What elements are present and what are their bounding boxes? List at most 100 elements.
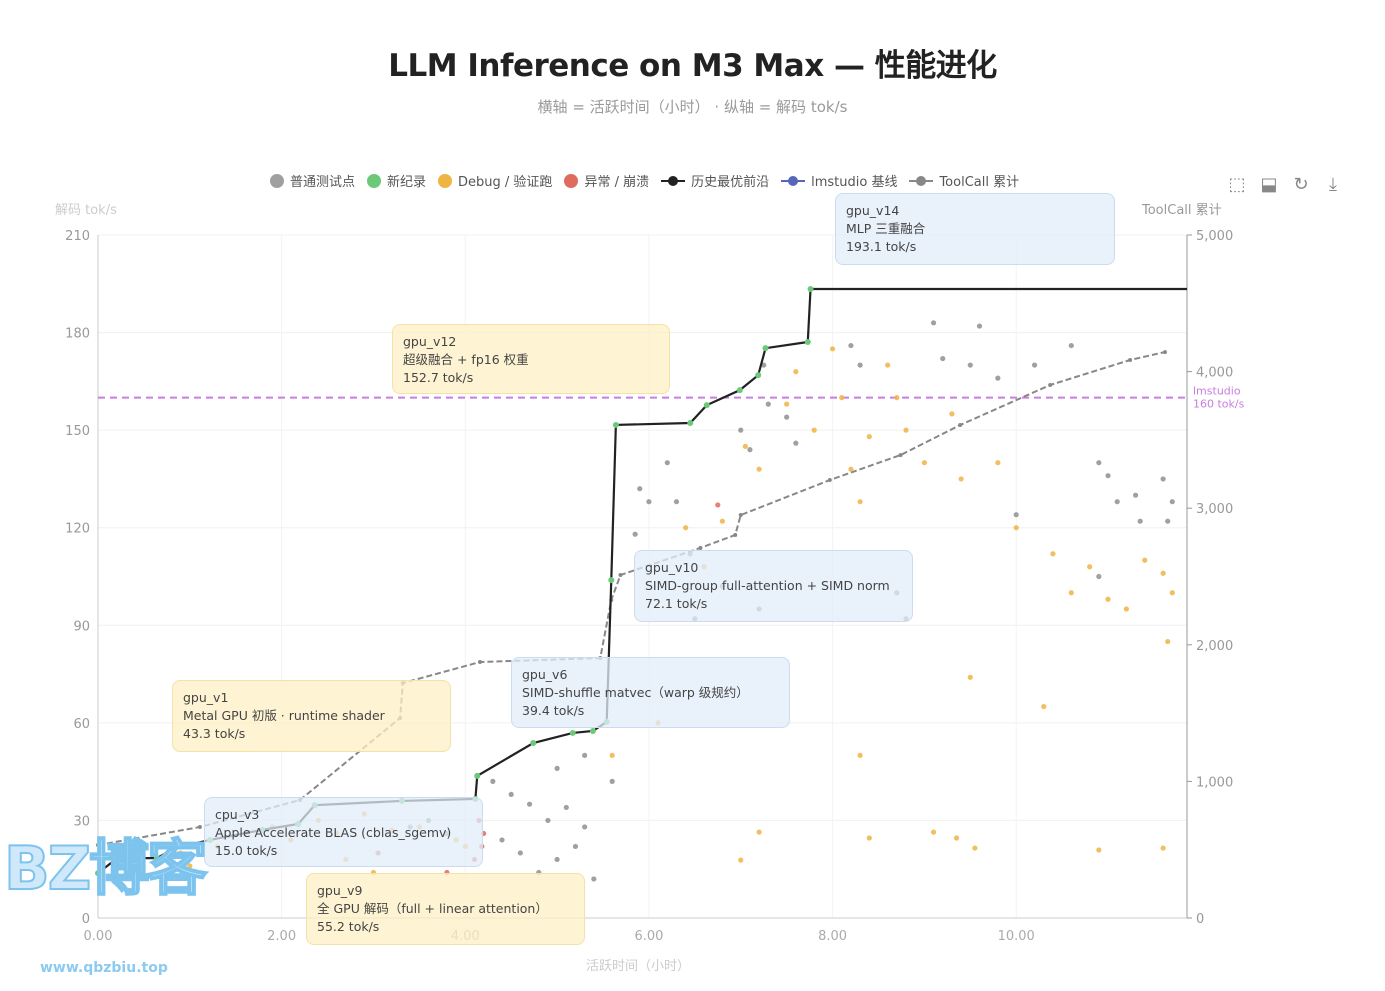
normal-point	[673, 499, 680, 505]
y-axis-title: 解码 tok/s	[55, 203, 117, 218]
legend-item-frontier[interactable]: 历史最优前沿	[661, 171, 769, 190]
normal-point	[857, 362, 863, 368]
y-tick-label: 150	[65, 424, 90, 439]
debug-point	[1013, 525, 1019, 531]
normal-point	[1165, 518, 1171, 524]
normal-point	[976, 323, 983, 329]
debug-point	[1165, 638, 1171, 645]
annotation-desc: SIMD-group full-attention + SIMD norm	[645, 578, 890, 593]
normal-point	[609, 778, 615, 785]
legend-line	[781, 174, 806, 188]
normal-point	[646, 499, 652, 505]
debug-point	[187, 863, 193, 869]
normal-point	[1137, 518, 1143, 524]
record-point	[703, 402, 710, 409]
debug-point	[784, 401, 790, 407]
normal-point	[747, 447, 753, 453]
error-point	[715, 502, 721, 508]
y2-tick-label: 4,000	[1196, 366, 1233, 381]
legend-item-lmstudio[interactable]: lmstudio 基线	[781, 171, 897, 190]
debug-point	[829, 346, 836, 352]
x-tick-label: 0.00	[84, 929, 113, 944]
normal-point	[637, 486, 643, 492]
normal-point	[499, 837, 505, 843]
debug-point	[930, 829, 937, 835]
annotation-name: gpu_v6	[522, 667, 568, 682]
normal-point	[848, 342, 854, 349]
normal-point	[1132, 492, 1139, 498]
annotation-gpu-v14: gpu_v14 MLP 三重融合 193.1 tok/s	[835, 193, 1115, 265]
y2-tick-label: 3,000	[1196, 502, 1233, 517]
annotation-value: 15.0 tok/s	[215, 843, 278, 858]
record-point	[608, 577, 615, 584]
normal-point	[554, 765, 560, 771]
restore-icon[interactable]: ↻	[1293, 174, 1309, 195]
annotation-gpu-v12: gpu_v12 超级融合 + fp16 权重 152.7 tok/s	[392, 324, 670, 394]
normal-point	[784, 414, 790, 420]
record-point	[612, 421, 619, 428]
legend-label: 异常 / 崩溃	[584, 175, 650, 190]
record-point	[687, 419, 694, 426]
legend-item-error[interactable]: 异常 / 崩溃	[564, 171, 649, 190]
record-point	[807, 285, 814, 292]
legend-dot	[564, 173, 579, 188]
x-tick-label: 8.00	[818, 929, 847, 944]
legend: 普通测试点 新纪录 Debug / 验证跑 异常 / 崩溃 历史最优前沿 lms…	[270, 171, 1019, 190]
legend-item-toolcall[interactable]: ToolCall 累计	[909, 171, 1019, 190]
debug-point	[1050, 551, 1056, 557]
toolcall-point	[1048, 382, 1053, 387]
x-tick-label: 6.00	[634, 929, 663, 944]
normal-point	[793, 440, 799, 446]
annotation-name: gpu_v10	[645, 560, 699, 575]
normal-point	[664, 460, 670, 466]
debug-point	[178, 850, 184, 856]
debug-point	[921, 460, 927, 466]
legend-label: lmstudio 基线	[811, 175, 898, 190]
debug-point	[967, 674, 973, 680]
toolcall-point	[197, 825, 202, 830]
annotation-gpu-v10: gpu_v10 SIMD-group full-attention + SIMD …	[634, 550, 913, 622]
y-tick-label: 210	[65, 229, 90, 244]
annotation-value: 43.3 tok/s	[183, 726, 246, 741]
annotation-value: 72.1 tok/s	[645, 596, 708, 611]
baseline-label: lmstudio	[1193, 385, 1241, 398]
legend-dot	[438, 173, 453, 188]
y-tick-label: 30	[73, 814, 90, 829]
annotation-desc: SIMD-shuffle matvec（warp 级规约）	[522, 685, 749, 700]
save-image-icon[interactable]: ⤓	[1329, 174, 1337, 195]
legend-item-debug[interactable]: Debug / 验证跑	[438, 171, 552, 190]
record-point	[172, 845, 179, 852]
annotation-name: cpu_v3	[215, 807, 260, 822]
y2-tick-label: 5,000	[1196, 229, 1233, 244]
debug-point	[866, 835, 872, 841]
legend-item-record[interactable]: 新纪录	[367, 171, 426, 190]
y2-tick-label: 2,000	[1196, 639, 1233, 654]
annotation-desc: 超级融合 + fp16 权重	[403, 352, 529, 367]
debug-point	[1160, 570, 1166, 576]
normal-point	[1031, 362, 1038, 368]
normal-point	[582, 824, 588, 830]
debug-point	[894, 395, 900, 401]
debug-point	[1096, 847, 1102, 853]
toolcall-point	[958, 423, 963, 428]
record-point	[114, 855, 121, 862]
zoom-reset-icon[interactable]: ⬓	[1260, 174, 1278, 195]
annotation-value: 39.4 tok/s	[522, 703, 585, 718]
debug-point	[1142, 557, 1148, 563]
baseline-label: 160 tok/s	[1193, 398, 1245, 411]
debug-point	[972, 845, 978, 851]
record-point	[530, 740, 537, 747]
legend-label: 历史最优前沿	[691, 175, 770, 190]
debug-point	[1105, 596, 1111, 602]
toolcall-point	[698, 545, 703, 550]
zoom-select-icon[interactable]: ⬚	[1228, 174, 1246, 195]
record-point	[474, 772, 481, 779]
normal-point	[490, 778, 496, 785]
annotation-value: 55.2 tok/s	[317, 919, 380, 934]
normal-point	[1068, 342, 1074, 349]
annotation-value: 193.1 tok/s	[846, 239, 917, 254]
legend-line	[661, 174, 686, 188]
legend-item-normal[interactable]: 普通测试点	[270, 171, 355, 190]
y2-axis-title: ToolCall 累计	[1141, 203, 1222, 218]
record-point	[804, 339, 811, 346]
